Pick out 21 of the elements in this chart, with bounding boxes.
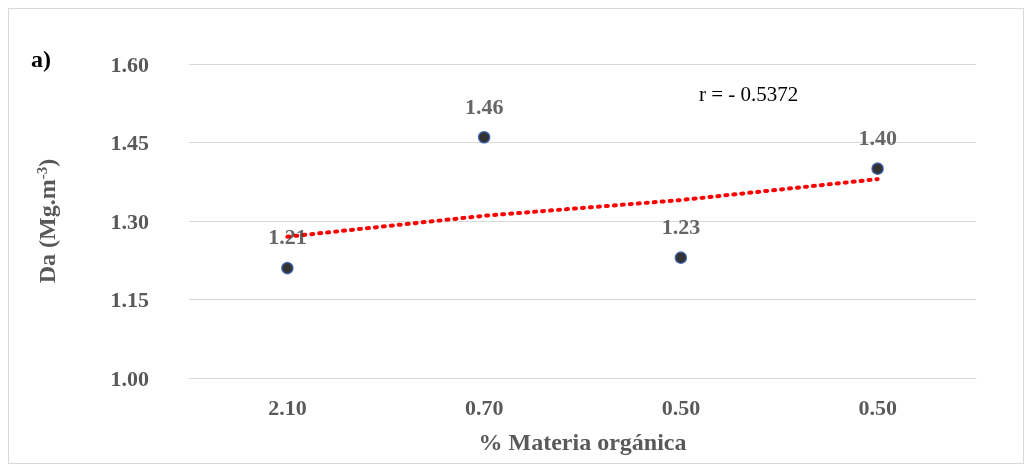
point xyxy=(674,251,688,264)
y-tick-label: 1.15 xyxy=(110,287,149,312)
x-tick-label: 0.50 xyxy=(661,394,701,420)
y-tick-label: 1.45 xyxy=(110,130,149,155)
text: a) xyxy=(31,46,51,72)
y-tick-label: 1.60 xyxy=(110,51,149,77)
x-tick-label: 0.70 xyxy=(464,394,504,420)
data-label: 1.40 xyxy=(858,124,897,150)
point xyxy=(477,131,491,144)
x-tick-label: 2.10 xyxy=(268,394,307,420)
data-label: 1.21 xyxy=(268,224,307,250)
point xyxy=(871,162,884,175)
x-tick-label: 0.50 xyxy=(858,394,897,420)
y-axis-title: Da (Mg.m-3) xyxy=(33,158,60,284)
y-tick-label: 1.00 xyxy=(110,365,149,391)
annotation: r = - 0.5372 xyxy=(699,81,799,106)
data-label: 1.46 xyxy=(464,93,504,119)
y-tick-label: 1.30 xyxy=(110,208,149,234)
point xyxy=(281,261,294,275)
x-axis-title: % Materia orgánica xyxy=(478,429,687,455)
data-label: 1.23 xyxy=(661,213,701,239)
